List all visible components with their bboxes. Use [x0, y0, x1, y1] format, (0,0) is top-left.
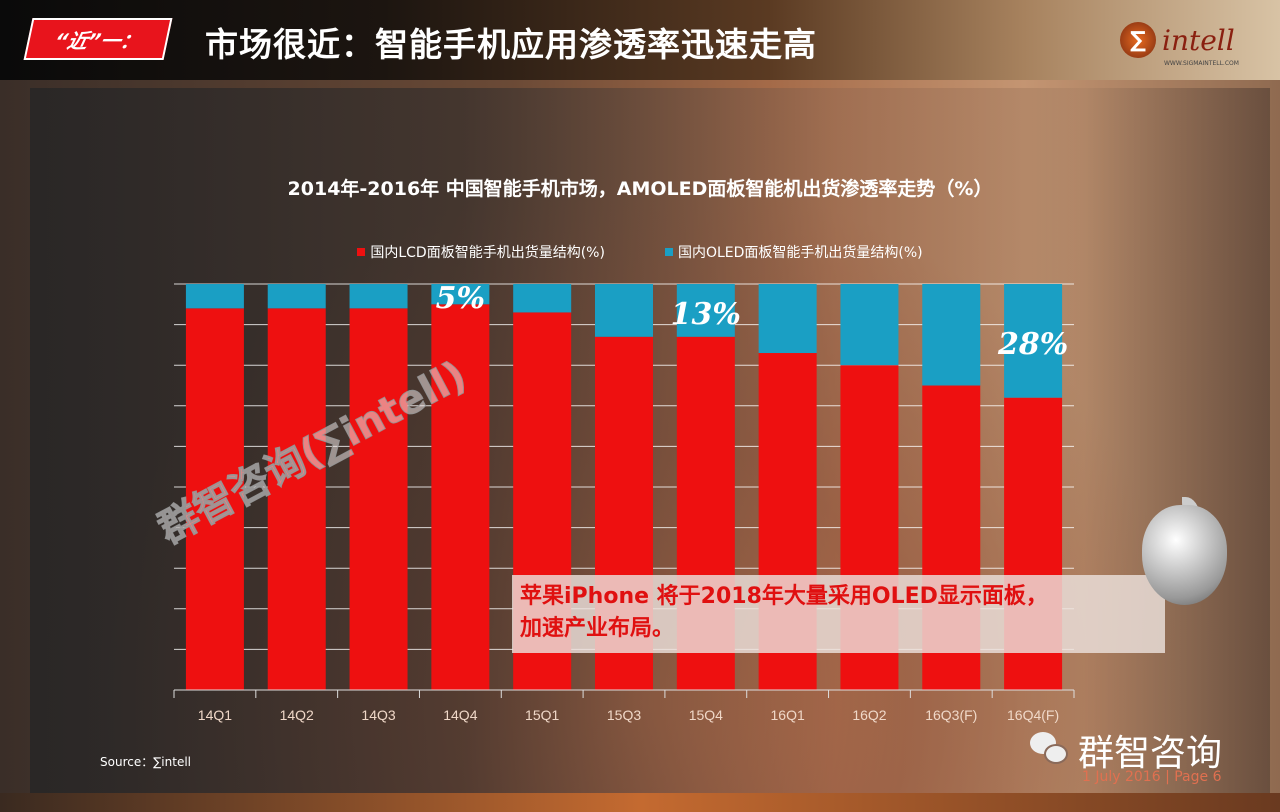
- wechat-brand: 群智咨询: [1030, 724, 1222, 776]
- data-label: 5%: [436, 281, 485, 316]
- bar-lcd: [267, 308, 326, 690]
- x-tick-label: 15Q1: [525, 707, 559, 723]
- wechat-icon: [1030, 730, 1070, 770]
- bar-oled: [595, 284, 653, 337]
- x-tick-label: 14Q4: [443, 707, 477, 723]
- x-tick-label: 16Q1: [771, 707, 805, 723]
- bar-oled: [1004, 284, 1063, 398]
- x-tick-label: 16Q2: [852, 707, 886, 723]
- x-tick-label: 16Q3(F): [925, 707, 977, 723]
- logo-url: WWW.SIGMAINTELL.COM: [1164, 60, 1239, 67]
- callout-line-2: 加速产业布局。: [520, 616, 675, 641]
- data-label: 28%: [997, 327, 1068, 362]
- legend-label-lcd: 国内LCD面板智能手机出货量结构(%): [370, 245, 605, 261]
- legend-swatch-oled: [664, 248, 673, 256]
- x-tick-label: 14Q3: [361, 707, 395, 723]
- logo-text: intell: [1162, 23, 1235, 57]
- bar-oled: [758, 284, 817, 354]
- legend-label-oled: 国内OLED面板智能手机出货量结构(%): [677, 245, 923, 261]
- sigma-logo-icon: ∑: [1120, 22, 1156, 58]
- x-tick-label: 15Q4: [689, 707, 723, 723]
- bar-lcd: [185, 308, 244, 690]
- chart-title: 2014年-2016年 中国智能手机市场，AMOLED面板智能机出货渗透率走势（…: [287, 178, 993, 200]
- bar-oled: [676, 284, 735, 337]
- x-tick-label: 15Q3: [607, 707, 641, 723]
- page-title: 市场很近：智能手机应用渗透率迅速走高: [205, 25, 817, 64]
- date-page: 1 July 2016 | Page 6: [1082, 769, 1222, 785]
- bar-oled: [922, 284, 981, 386]
- legend: 国内LCD面板智能手机出货量结构(%) 国内OLED面板智能手机出货量结构(%): [0, 242, 1280, 262]
- bar-lcd: [431, 304, 490, 690]
- bar-lcd: [349, 308, 408, 690]
- x-tick-label: 14Q1: [198, 707, 232, 723]
- x-tick-label: 16Q4(F): [1007, 707, 1059, 723]
- bar-oled: [513, 284, 572, 313]
- bar-oled: [185, 284, 244, 309]
- intell-logo: ∑ intell: [1120, 22, 1235, 58]
- bar-oled: [431, 284, 490, 305]
- legend-item-oled: 国内OLED面板智能手机出货量结构(%): [664, 242, 923, 262]
- bottom-strip: [0, 793, 1280, 812]
- bar-oled: [267, 284, 326, 309]
- callout-box: 苹果iPhone 将于2018年大量采用OLED显示面板， 加速产业布局。: [512, 575, 1165, 653]
- callout-line-1: 苹果iPhone 将于2018年大量采用OLED显示面板，: [520, 584, 1048, 609]
- legend-swatch-lcd: [357, 248, 366, 256]
- x-tick-label: 14Q2: [280, 707, 314, 723]
- brand-name: 群智咨询: [1078, 733, 1223, 774]
- bar-oled: [349, 284, 408, 309]
- apple-logo-icon: [1142, 505, 1227, 605]
- source-note: Source：∑intell: [100, 755, 191, 769]
- bar-oled: [840, 284, 899, 366]
- legend-item-lcd: 国内LCD面板智能手机出货量结构(%): [357, 242, 605, 262]
- data-label: 13%: [671, 297, 741, 332]
